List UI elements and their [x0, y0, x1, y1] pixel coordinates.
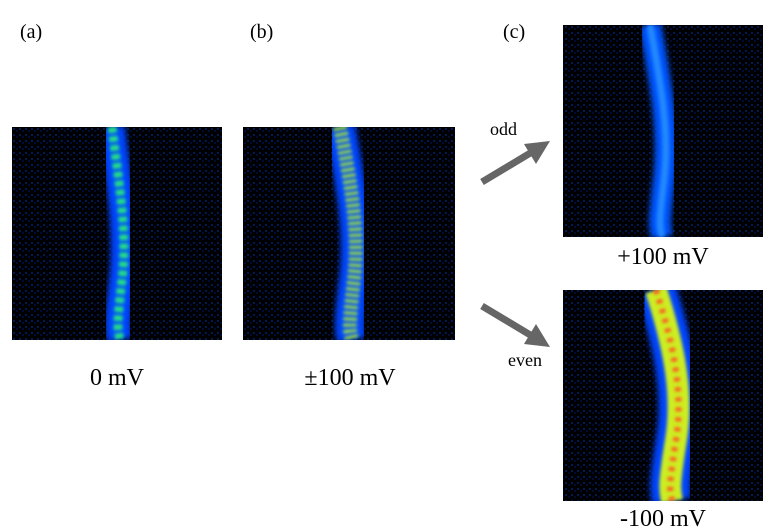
arrow-even: [480, 302, 550, 347]
panel-label: (a): [20, 21, 42, 43]
panel-label: (b): [250, 21, 273, 43]
caption: ±100 mV: [304, 365, 396, 391]
caption: 0 mV: [90, 365, 145, 391]
image-b: [243, 127, 455, 340]
arrow-label: odd: [490, 119, 517, 139]
panel-label: (c): [503, 21, 525, 43]
image-a: [12, 127, 222, 340]
arrow-label: even: [508, 350, 542, 370]
caption: +100 mV: [617, 244, 709, 270]
arrow-odd: [480, 141, 550, 186]
image-c-even: [563, 290, 763, 501]
caption: -100 mV: [620, 506, 707, 531]
image-c-odd: [563, 25, 763, 237]
